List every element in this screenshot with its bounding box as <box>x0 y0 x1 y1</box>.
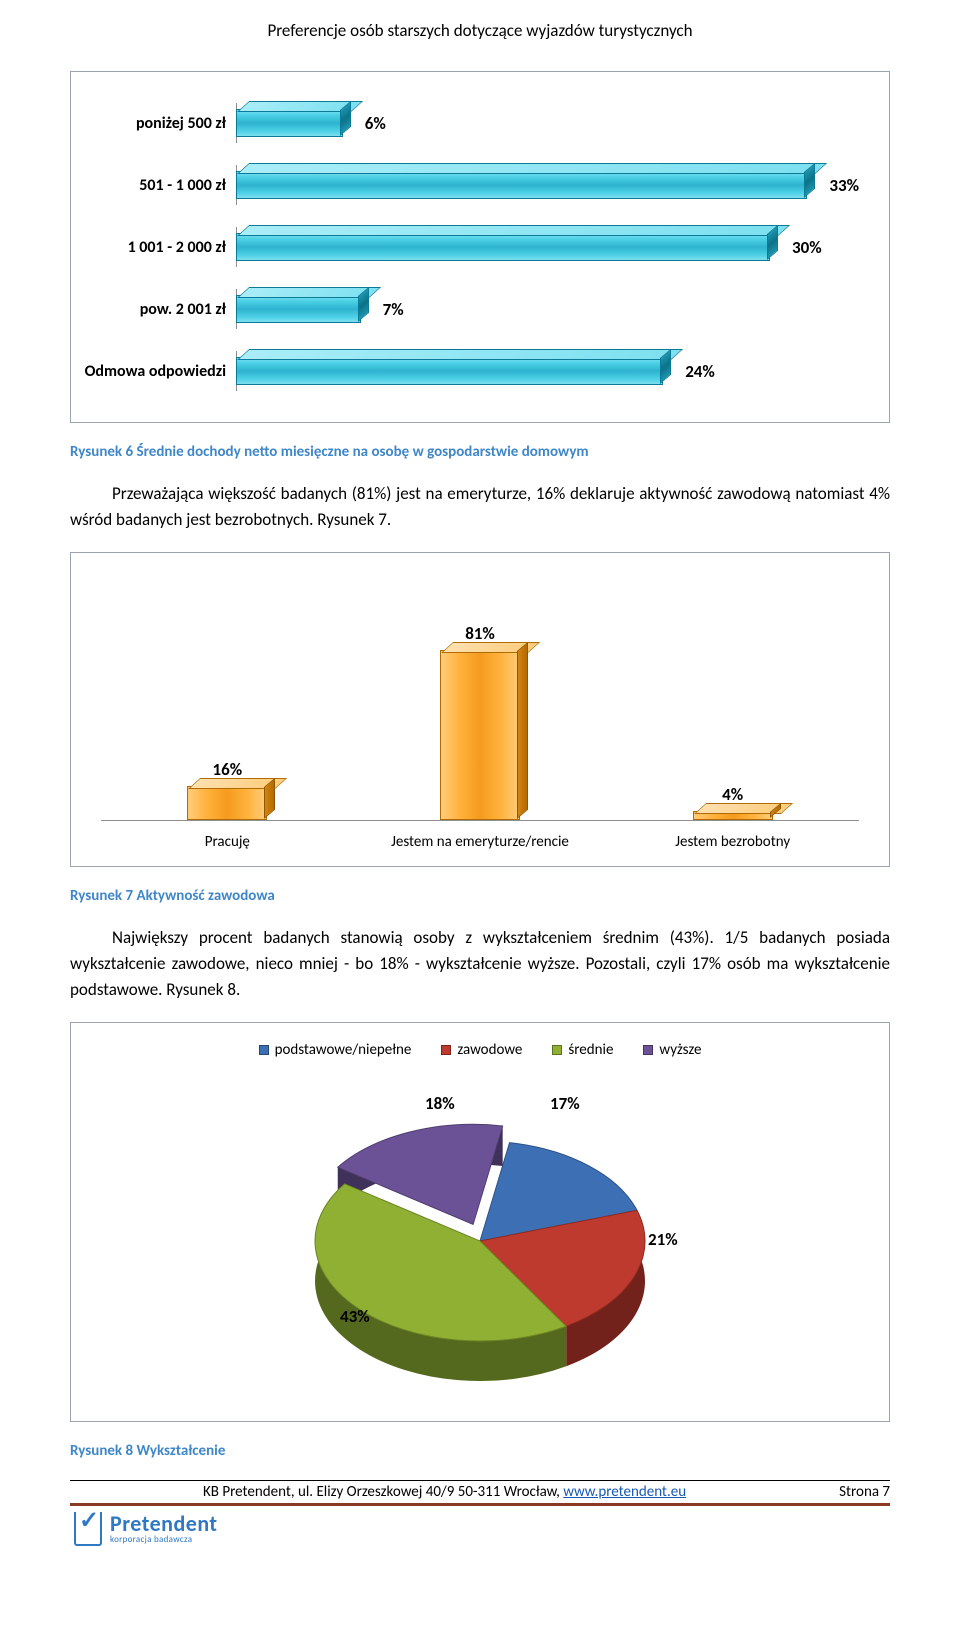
employment-bar-col: 16% <box>101 759 354 820</box>
income-bar-value: 33% <box>829 175 859 196</box>
income-bar-value: 30% <box>792 237 822 258</box>
employment-category-label: Jestem bezrobotny <box>606 833 859 851</box>
footer-website-link[interactable]: www.pretendent.eu <box>563 1483 686 1501</box>
income-bar-value: 6% <box>365 113 386 134</box>
pie-legend-item: zawodowe <box>441 1041 522 1059</box>
pie-legend-swatch <box>259 1045 269 1055</box>
logo-tagline: korporacja badawcza <box>110 1535 218 1544</box>
employment-bar <box>693 811 773 819</box>
pretendent-logo-icon <box>74 1512 102 1546</box>
pie-slice-label: 18% <box>425 1093 455 1114</box>
caption-figure-7: Rysunek 7 Aktywność zawodowa <box>70 887 890 905</box>
pie-legend-item: średnie <box>552 1041 613 1059</box>
pie-legend-label: zawodowe <box>457 1041 522 1059</box>
pie-legend-item: podstawowe/niepełne <box>259 1041 412 1059</box>
income-bar-row: pow. 2 001 zł 7% <box>81 278 859 340</box>
caption-figure-6: Rysunek 6 Średnie dochody netto miesięcz… <box>70 443 890 461</box>
income-bar <box>236 233 770 261</box>
page-title: Preferencje osób starszych dotyczące wyj… <box>70 20 890 41</box>
employment-bar-col: 81% <box>354 623 607 820</box>
footer-address: KB Pretendent, ul. Elizy Orzeszkowej 40/… <box>203 1483 563 1501</box>
income-bar <box>236 357 663 385</box>
pie-slice-label: 21% <box>648 1229 678 1250</box>
employment-category-label: Jestem na emeryturze/rencie <box>354 833 607 851</box>
employment-bar-col: 4% <box>606 784 859 819</box>
income-bar-value: 24% <box>685 361 715 382</box>
footer-page-number: Strona 7 <box>819 1483 890 1501</box>
footer-line: KB Pretendent, ul. Elizy Orzeszkowej 40/… <box>70 1480 890 1506</box>
income-category-label: poniżej 500 zł <box>81 114 236 133</box>
income-category-label: 501 - 1 000 zł <box>81 176 236 195</box>
employment-bar-chart: 16% 81% 4% PracujęJestem na emeryturze/ren… <box>70 552 890 867</box>
income-bar-row: 1 001 - 2 000 zł 30% <box>81 216 859 278</box>
employment-bar <box>440 650 520 820</box>
income-bar-value: 7% <box>383 299 404 320</box>
education-pie-chart: podstawowe/niepełne zawodowe średnie wyższe… <box>70 1022 890 1422</box>
employment-bar-value: 81% <box>465 623 495 644</box>
income-category-label: pow. 2 001 zł <box>81 300 236 319</box>
income-bar-row: poniżej 500 zł 6% <box>81 92 859 154</box>
employment-bar <box>187 786 267 820</box>
pie-legend-label: wyższe <box>659 1041 701 1059</box>
logo-brand-name: Pretendent <box>110 1513 218 1535</box>
income-bar <box>236 171 807 199</box>
pie-slice-label: 17% <box>550 1093 580 1114</box>
income-bar-chart: poniżej 500 zł 6% 501 - 1 000 zł 33% 1 001 -… <box>70 71 890 423</box>
footer-logo: Pretendent korporacja badawcza <box>70 1512 890 1546</box>
employment-bar-value: 16% <box>213 759 243 780</box>
pie-slice-label: 43% <box>340 1306 370 1327</box>
pie-legend-swatch <box>441 1045 451 1055</box>
pie-legend-swatch <box>552 1045 562 1055</box>
income-bar <box>236 109 343 137</box>
income-bar-row: Odmowa odpowiedzi 24% <box>81 340 859 402</box>
paragraph-1: Przeważająca większość badanych (81%) je… <box>70 481 890 534</box>
caption-figure-8: Rysunek 8 Wykształcenie <box>70 1442 890 1460</box>
pie-legend-swatch <box>643 1045 653 1055</box>
employment-category-label: Pracuję <box>101 833 354 851</box>
income-bar-row: 501 - 1 000 zł 33% <box>81 154 859 216</box>
income-category-label: Odmowa odpowiedzi <box>81 362 236 381</box>
income-bar <box>236 295 361 323</box>
paragraph-2: Największy procent badanych stanowią oso… <box>70 925 890 1004</box>
income-category-label: 1 001 - 2 000 zł <box>81 238 236 257</box>
pie-legend-label: podstawowe/niepełne <box>275 1041 412 1059</box>
pie-legend-label: średnie <box>568 1041 613 1059</box>
pie-legend-item: wyższe <box>643 1041 701 1059</box>
